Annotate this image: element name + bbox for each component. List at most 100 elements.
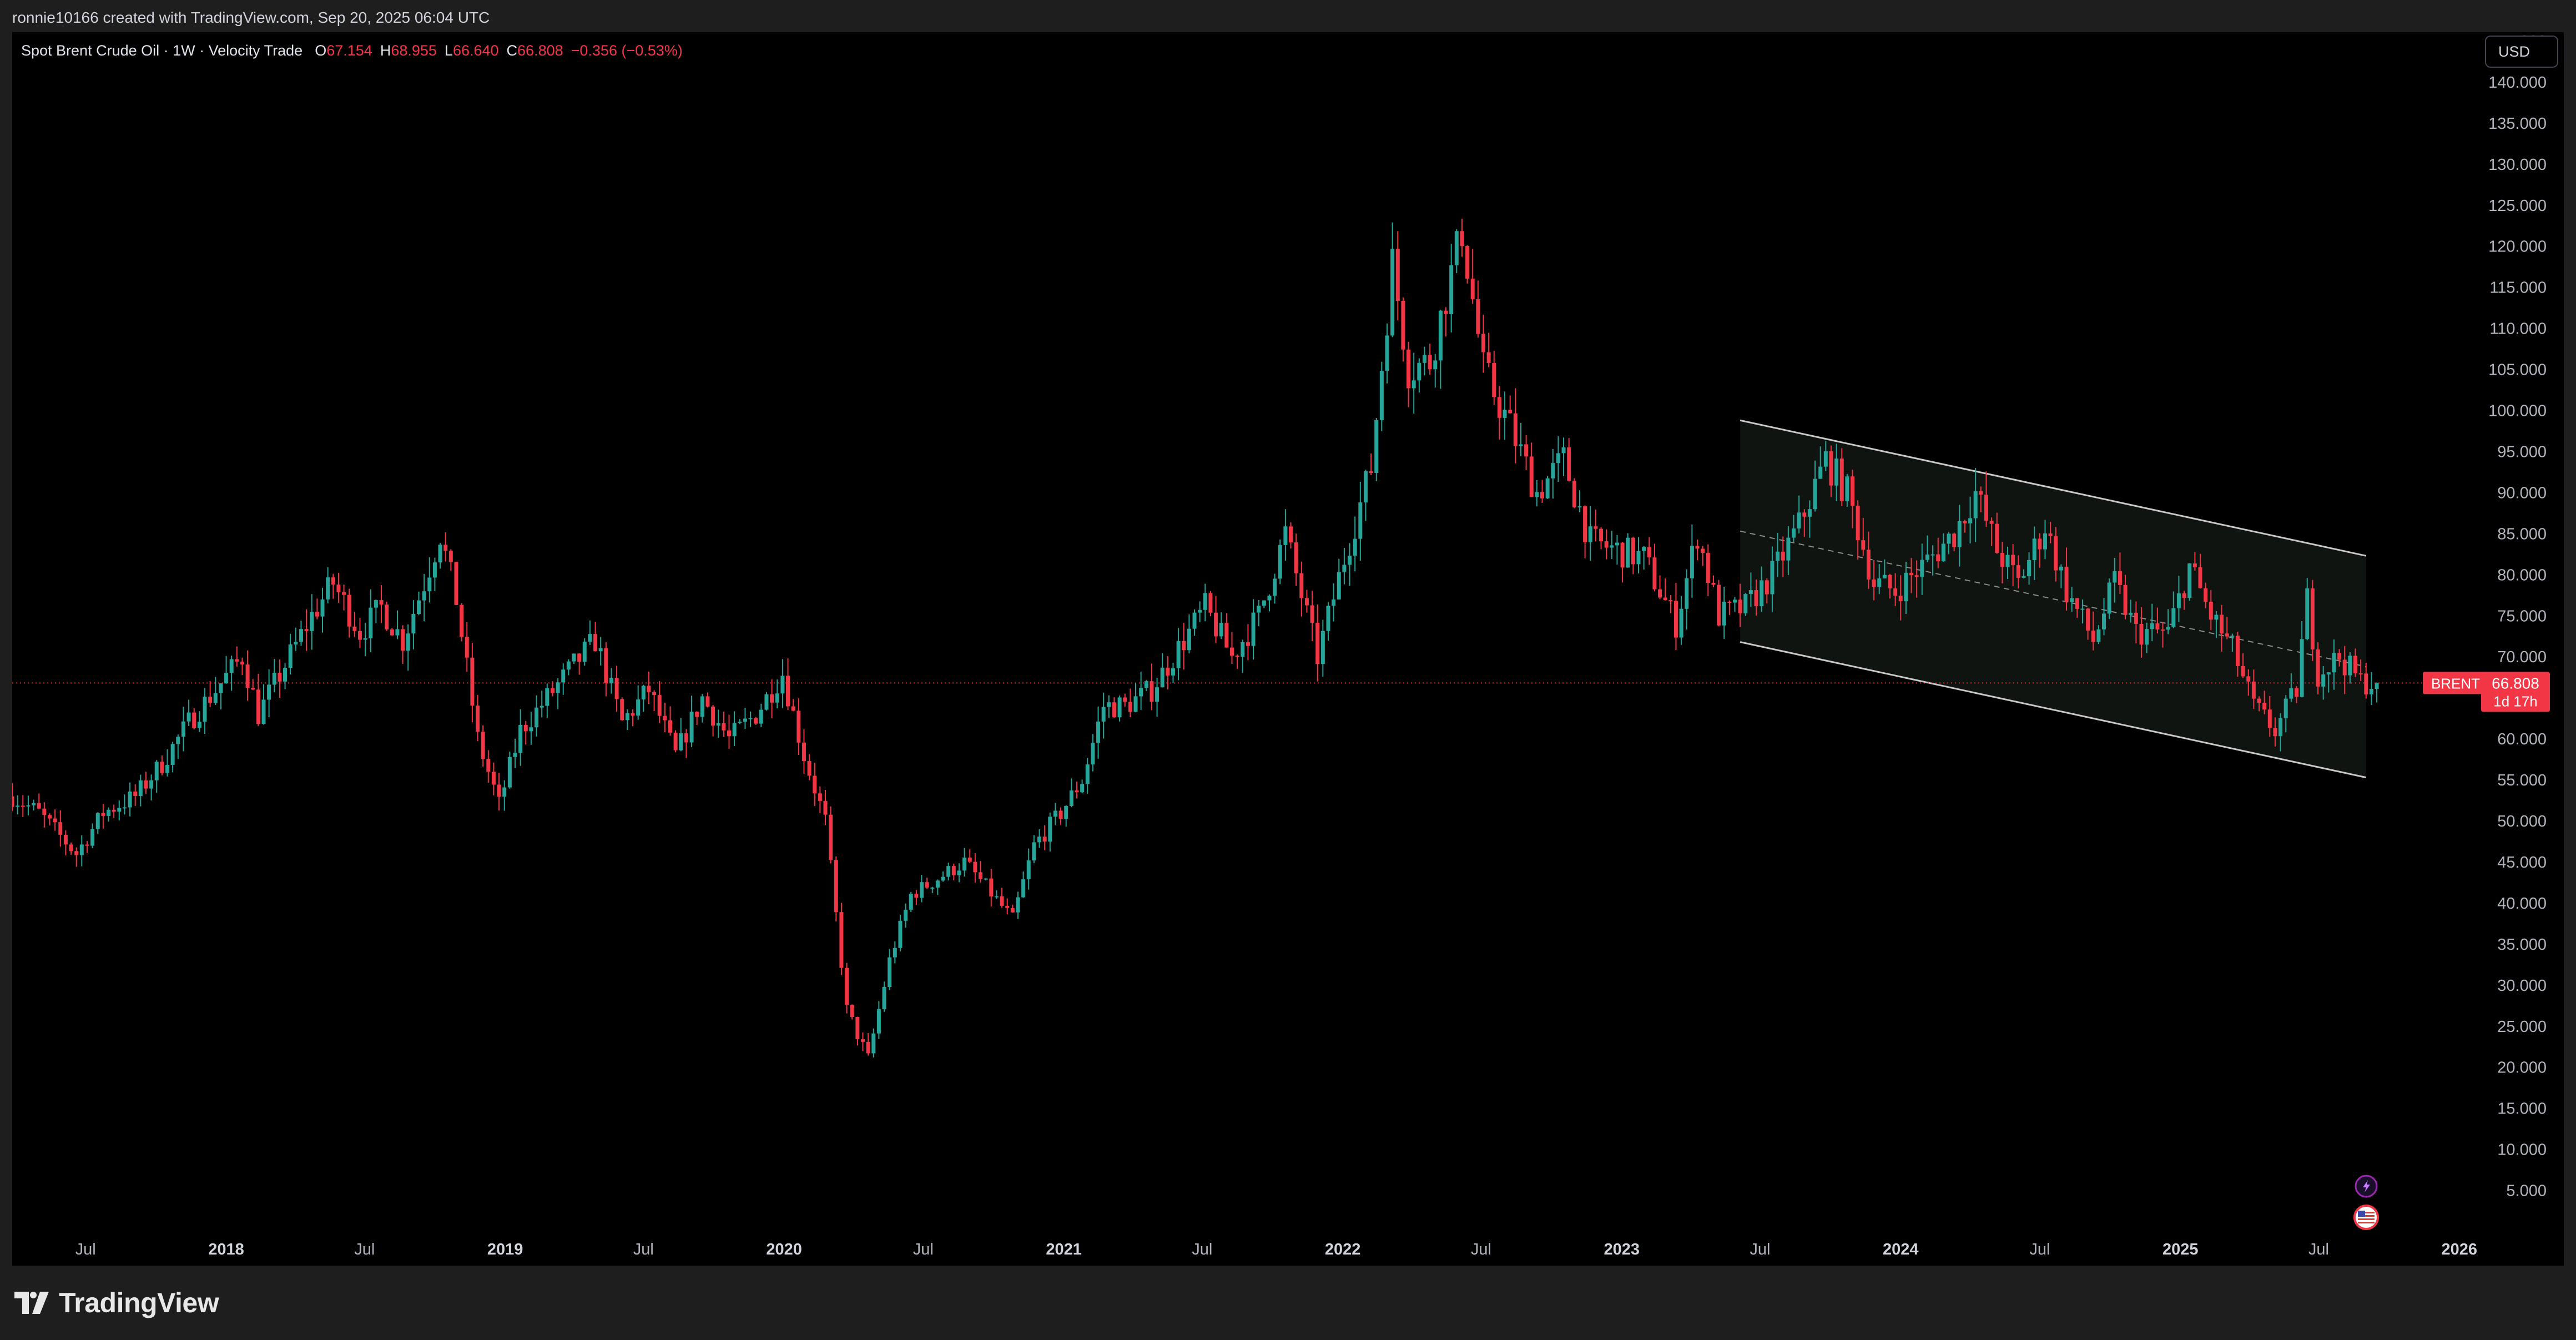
candle-body	[1069, 790, 1073, 806]
candle-body	[1379, 370, 1384, 420]
candle-body	[117, 808, 122, 812]
channel-midline[interactable]	[1740, 530, 2366, 667]
candle-body	[213, 693, 218, 703]
attribution-text: ronnie10166 created with TradingView.com…	[12, 9, 490, 26]
chart-panel[interactable]: 5.000 10.000 15.000 20.000 25.000 30.000 35.00…	[12, 32, 2564, 1266]
candle-body	[2289, 688, 2293, 699]
candle-body	[2000, 553, 2004, 567]
us-flag-icon[interactable]	[2353, 1205, 2379, 1230]
candle-body	[1155, 687, 1160, 702]
candle-body	[1872, 579, 1876, 587]
candle-body	[1765, 580, 1769, 595]
time-tick-label: 2024	[1883, 1241, 1919, 1258]
candle-body	[1182, 641, 1186, 651]
candle-body	[1551, 463, 1555, 478]
candle-body	[1332, 599, 1336, 606]
price-tick-label: 125.000	[2488, 197, 2547, 215]
time-tick-label: Jul	[2029, 1241, 2050, 1258]
price-tick-label: 120.000	[2488, 238, 2547, 256]
candle-body	[1583, 506, 1587, 542]
candle-body	[1497, 397, 1501, 418]
candle-body	[1058, 810, 1063, 819]
candle-body	[1192, 612, 1197, 629]
candle-body	[716, 723, 720, 726]
candle-body	[1925, 554, 1929, 560]
candle-body	[1000, 896, 1004, 906]
candle-body	[395, 629, 400, 636]
candle-body	[476, 706, 480, 732]
candle-body	[513, 753, 517, 757]
candle-body	[21, 805, 25, 807]
candle-body	[593, 634, 598, 652]
candle-body	[1930, 554, 1935, 556]
candle-body	[176, 737, 180, 744]
candle-body	[470, 657, 475, 706]
candle-body	[90, 829, 95, 846]
candle-body	[786, 676, 790, 707]
candle-body	[1620, 542, 1625, 568]
last-price-tag[interactable]	[2481, 672, 2550, 712]
time-tick-label: 2019	[487, 1241, 523, 1258]
candle-body	[1144, 681, 1148, 688]
candle-body	[625, 713, 629, 721]
candle-body	[845, 968, 849, 1005]
candle-body	[1342, 565, 1347, 572]
time-tick-label: 2020	[766, 1241, 802, 1258]
price-chart[interactable]: 5.000 10.000 15.000 20.000 25.000 30.000 35.00…	[12, 32, 2564, 1266]
lightning-icon[interactable]	[2355, 1175, 2378, 1198]
candle-body	[1262, 600, 1266, 606]
symbol-tag[interactable]	[2423, 672, 2488, 694]
candle-body	[689, 712, 694, 743]
candle-body	[53, 818, 57, 823]
candle-body	[898, 920, 903, 948]
candle-body	[1722, 602, 1726, 626]
high-label: H	[380, 42, 391, 59]
candle-body	[1690, 546, 1694, 578]
candle-body	[914, 894, 919, 898]
candle-body	[1150, 681, 1154, 702]
parallel-channel[interactable]	[1740, 419, 2367, 779]
candle-body	[1673, 601, 1678, 638]
time-tick-label: Jul	[1192, 1241, 1212, 1258]
candle-body	[1075, 790, 1079, 793]
channel-lower-line[interactable]	[1740, 641, 2367, 779]
candle-body	[850, 1005, 854, 1017]
channel-upper-line[interactable]	[1740, 419, 2367, 557]
candle-body	[251, 688, 255, 690]
candle-body	[299, 629, 303, 642]
candle-body	[112, 809, 116, 812]
candle-body	[1909, 572, 1914, 576]
us-flag-stripe	[2358, 1215, 2375, 1217]
candle-body	[1107, 702, 1111, 707]
candle-body	[432, 562, 437, 578]
candle-body	[486, 758, 491, 772]
candle-body	[904, 909, 908, 921]
candle-body	[2032, 538, 2036, 561]
time-axis[interactable]: Jul 2018 Jul 2019 Jul 2020 Jul 2021 Jul 2022 Jul 20…	[75, 1175, 2477, 1258]
candle-body	[1839, 459, 1844, 501]
price-axis[interactable]: 5.000 10.000 15.000 20.000 25.000 30.000 35.00…	[2423, 33, 2550, 1200]
candle-body	[1246, 642, 1250, 646]
us-flag-stripe	[2358, 1222, 2375, 1223]
price-tick-label: 70.000	[2497, 648, 2547, 666]
candle-body	[2375, 683, 2379, 689]
candle-body	[1636, 551, 1641, 565]
symbol-tag-label: BRENT	[2431, 675, 2480, 692]
candle-body	[85, 844, 89, 846]
candle-body	[2113, 571, 2117, 583]
candle-body	[2294, 688, 2298, 697]
candle-body	[2241, 666, 2245, 677]
candle-body	[2273, 728, 2277, 737]
price-tick-label: 105.000	[2488, 361, 2547, 379]
candle-body	[1251, 612, 1256, 646]
us-flag-stripe	[2358, 1212, 2375, 1213]
candle-body	[454, 562, 458, 605]
candle-body	[1503, 410, 1507, 418]
candle-body	[727, 730, 732, 737]
candle-body	[1080, 784, 1085, 793]
tradingview-logo[interactable]: TradingView	[14, 1287, 219, 1319]
candle-body	[144, 780, 148, 789]
currency-button[interactable]: USD	[2485, 36, 2558, 68]
candle-body	[1904, 572, 1908, 602]
candle-body	[1390, 249, 1395, 336]
